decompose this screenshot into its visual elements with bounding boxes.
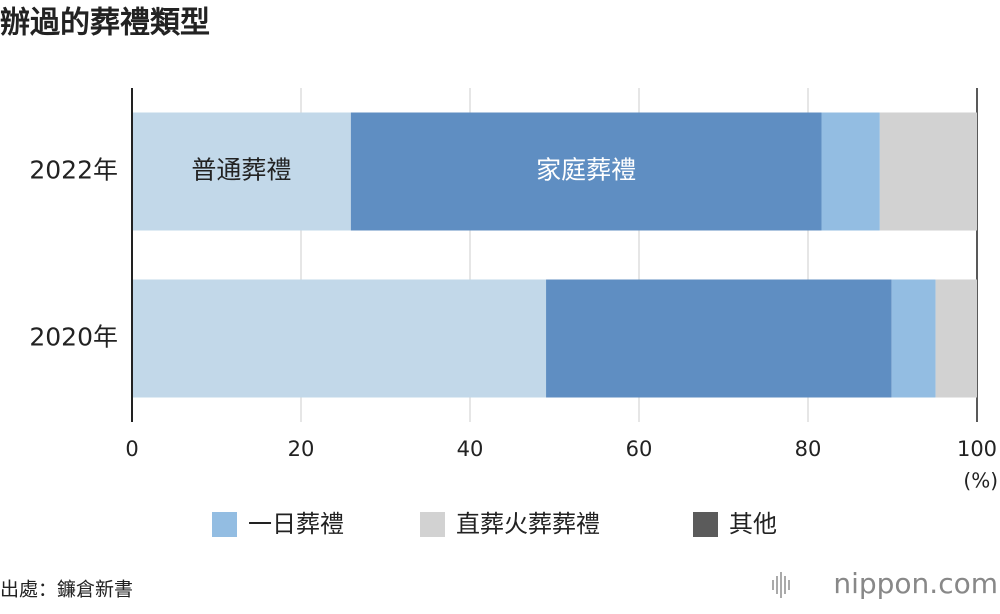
legend-label: 直葬火葬葬禮: [456, 510, 600, 538]
segment-label: 家庭葬禮: [536, 156, 636, 185]
logo: nippon.com: [833, 567, 998, 600]
legend-label: 一日葬禮: [248, 510, 344, 538]
legend-swatch: [212, 512, 237, 537]
bar-segment: [132, 112, 351, 231]
y-tick-label: 2020年: [29, 323, 118, 352]
bar-segment: [350, 112, 822, 231]
x-tick-label: 100: [957, 437, 997, 461]
legend-swatch: [693, 512, 718, 537]
legend-label: 其他: [729, 510, 777, 538]
logo-icon: [772, 572, 790, 598]
bar-segment: [879, 112, 977, 231]
bar-segment: [935, 279, 977, 398]
bar-segment: [546, 279, 892, 398]
bar-segment: [821, 112, 880, 231]
x-tick-label: 60: [626, 437, 653, 461]
x-tick-label: 40: [457, 437, 484, 461]
segment-label: 普通葬禮: [191, 156, 291, 185]
y-tick-label: 2022年: [29, 156, 118, 185]
x-tick-label: 80: [795, 437, 822, 461]
bar-segment: [891, 279, 936, 398]
bar-segment: [132, 279, 547, 398]
chart-title: 辦過的葬禮類型: [0, 6, 210, 41]
source: 出處：鐮倉新書: [0, 579, 133, 601]
x-tick-label: 20: [288, 437, 315, 461]
x-unit: (%): [963, 469, 998, 493]
x-tick-label: 0: [125, 437, 138, 461]
legend-swatch: [420, 512, 445, 537]
